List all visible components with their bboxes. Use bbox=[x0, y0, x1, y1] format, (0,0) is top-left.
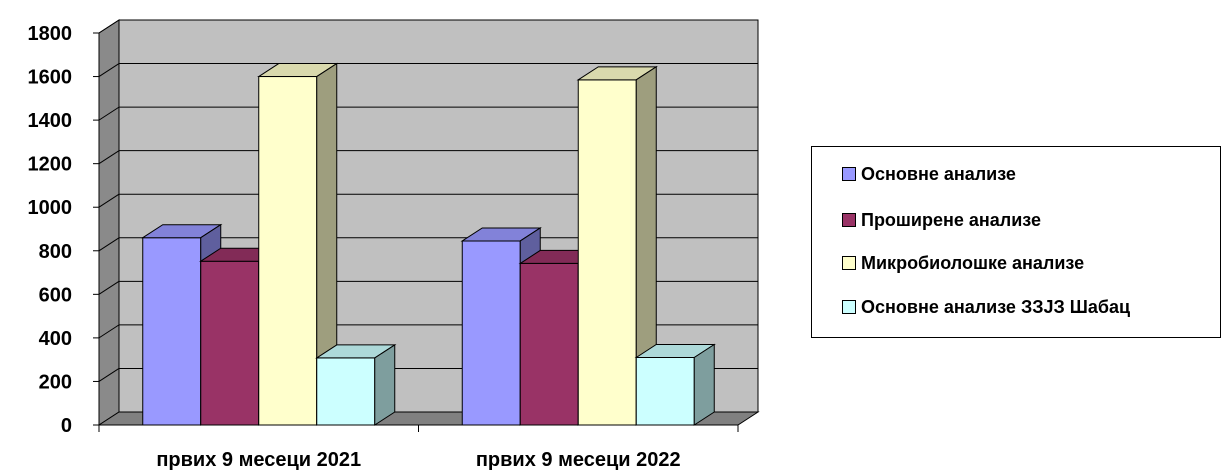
gridline-side bbox=[98, 106, 120, 121]
y-tick-label: 800 bbox=[39, 241, 72, 263]
x-tick-label: првих 9 месеци 2021 bbox=[156, 449, 361, 471]
gridline-side bbox=[98, 19, 120, 34]
gridline-side bbox=[98, 63, 120, 77]
bar bbox=[316, 357, 376, 426]
y-tick-label: 200 bbox=[39, 371, 72, 393]
legend-item: Основне анализе ЗЗЈЗ Шабац bbox=[842, 295, 1130, 319]
legend-item: Основне анализе bbox=[842, 162, 1016, 186]
legend-swatch bbox=[842, 300, 856, 314]
y-tick-label: 1000 bbox=[28, 197, 73, 219]
gridline-side bbox=[98, 237, 120, 252]
legend-label: Проширене анализе bbox=[861, 209, 1041, 230]
bar-side bbox=[693, 343, 715, 426]
gridline-side bbox=[98, 324, 120, 339]
gridline-side bbox=[98, 280, 120, 295]
legend-item: Микробиолошке анализе bbox=[842, 251, 1084, 275]
bar-side bbox=[374, 344, 396, 426]
legend-label: Основне анализе ЗЗЈЗ Шабац bbox=[861, 296, 1131, 317]
y-tick-label: 1400 bbox=[28, 110, 73, 132]
bar bbox=[142, 237, 202, 426]
side-wall bbox=[98, 19, 120, 426]
x-tick-label: првих 9 месеци 2022 bbox=[476, 449, 681, 471]
gridline-side bbox=[98, 368, 120, 382]
bar bbox=[461, 240, 521, 426]
legend-swatch bbox=[842, 167, 856, 181]
bar bbox=[258, 76, 318, 426]
legend-swatch bbox=[842, 213, 856, 227]
bar bbox=[635, 356, 695, 426]
gridline-side bbox=[98, 193, 120, 208]
legend-swatch bbox=[842, 256, 856, 270]
legend-item: Проширене анализе bbox=[842, 208, 1041, 232]
legend-label: Основне анализе bbox=[861, 163, 1016, 184]
legend: Основне анализе Проширене анализе Микробио… bbox=[811, 146, 1221, 338]
bar bbox=[200, 260, 260, 426]
y-tick-label: 600 bbox=[39, 284, 72, 306]
y-tick-label: 400 bbox=[39, 328, 72, 350]
bar bbox=[577, 79, 637, 426]
y-tick-label: 1800 bbox=[28, 23, 73, 45]
bar bbox=[519, 262, 579, 426]
y-tick-label: 1200 bbox=[28, 154, 73, 176]
y-tick-label: 0 bbox=[61, 415, 72, 437]
gridline-side bbox=[98, 150, 120, 165]
y-tick-label: 1600 bbox=[28, 67, 73, 89]
legend-label: Микробиолошке анализе bbox=[861, 252, 1085, 273]
